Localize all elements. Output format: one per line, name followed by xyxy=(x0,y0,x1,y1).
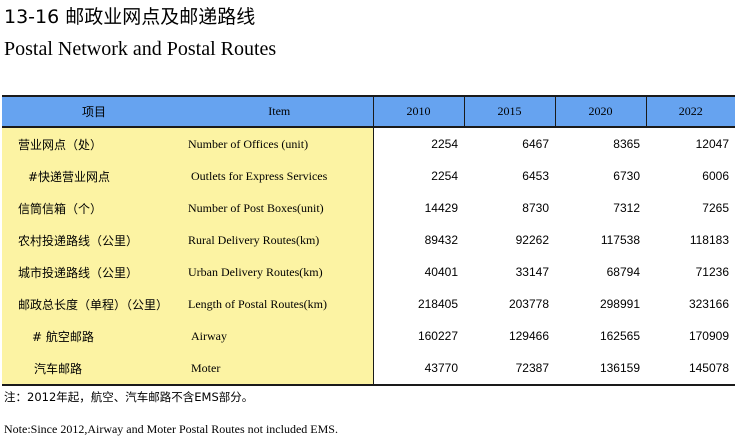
page-title-cn: 13-16 邮政业网点及邮递路线 xyxy=(4,6,256,28)
footnote-cn: 注：2012年起，航空、汽车邮路不含EMS部分。 xyxy=(4,390,254,404)
row-label-cn: 农村投递路线（公里） xyxy=(2,224,186,256)
cell-value: 7265 xyxy=(702,201,729,215)
cell-value: 12047 xyxy=(695,137,729,151)
row-label-cn: #快递营业网点 xyxy=(2,160,186,192)
cell-value: 6006 xyxy=(702,169,729,183)
table-row: 邮政总长度（单程）（公里） Length of Postal Routes(km… xyxy=(2,288,735,320)
cell-value: 136159 xyxy=(555,352,646,386)
table-header-row: 项目 Item 2010 2015 2020 2022 xyxy=(2,95,735,128)
postal-statistics-table: 项目 Item 2010 2015 2020 2022 营业网点（处） Numb… xyxy=(2,95,735,386)
cell-value: 298991 xyxy=(599,297,640,311)
cell-value: 14429 xyxy=(424,201,458,215)
cell-value: 89432 xyxy=(424,233,458,247)
footnote-en: Note:Since 2012,Airway and Moter Postal … xyxy=(4,422,338,436)
cell-value: 2254 xyxy=(431,137,458,151)
table-row: #快递营业网点 Outlets for Express Services 225… xyxy=(2,160,735,192)
row-label-en: Length of Postal Routes(km) xyxy=(186,288,374,320)
table-row: 农村投递路线（公里） Rural Delivery Routes(km) 894… xyxy=(2,224,735,256)
table-row: 营业网点（处） Number of Offices (unit) 2254 64… xyxy=(2,127,735,160)
row-label-cn: 汽车邮路 xyxy=(2,352,186,386)
header-year-2022: 2022 xyxy=(646,95,735,128)
cell-value: 71236 xyxy=(695,265,729,279)
cell-value: 117538 xyxy=(600,233,640,247)
row-label-en: Number of Offices (unit) xyxy=(186,127,374,160)
header-year-2015: 2015 xyxy=(464,95,556,128)
cell-value: 323166 xyxy=(688,297,729,311)
cell-value: 118183 xyxy=(689,233,729,247)
cell-value: 6467 xyxy=(522,137,549,151)
row-label-cn: 邮政总长度（单程）（公里） xyxy=(2,288,186,320)
cell-value: 8365 xyxy=(613,137,640,151)
cell-value: 170909 xyxy=(688,329,729,343)
cell-value: 6730 xyxy=(613,169,640,183)
cell-value: 68794 xyxy=(606,265,640,279)
cell-value: 129466 xyxy=(508,329,549,343)
cell-value: 203778 xyxy=(508,297,549,311)
cell-value: 7312 xyxy=(613,201,640,215)
header-item-cn: 项目 xyxy=(2,95,186,128)
row-label-cn: 城市投递路线（公里） xyxy=(2,256,186,288)
row-label-en: Outlets for Express Services xyxy=(186,160,374,192)
row-label-en: Urban Delivery Routes(km) xyxy=(186,256,374,288)
header-year-2020: 2020 xyxy=(555,95,647,128)
row-label-cn: 信筒信箱（个） xyxy=(2,192,186,224)
cell-value: 43770 xyxy=(373,352,464,386)
row-label-cn: 营业网点（处） xyxy=(2,127,186,160)
table-row: 信筒信箱（个） Number of Post Boxes(unit) 14429… xyxy=(2,192,735,224)
page-title-en: Postal Network and Postal Routes xyxy=(4,38,277,60)
cell-value: 92262 xyxy=(515,233,549,247)
cell-value: 145078 xyxy=(646,352,735,386)
table-row: 城市投递路线（公里） Urban Delivery Routes(km) 404… xyxy=(2,256,735,288)
row-label-en: Number of Post Boxes(unit) xyxy=(186,192,374,224)
row-label-en: Moter xyxy=(186,352,374,386)
cell-value: 2254 xyxy=(431,169,458,183)
row-label-cn: # 航空邮路 xyxy=(2,320,186,352)
cell-value: 160227 xyxy=(417,329,458,343)
cell-value: 6453 xyxy=(522,169,549,183)
cell-value: 8730 xyxy=(522,201,549,215)
row-label-en: Airway xyxy=(186,320,374,352)
header-item-en: Item xyxy=(186,95,374,128)
header-year-2010: 2010 xyxy=(373,95,465,128)
table-row: # 航空邮路 Airway 160227 129466 162565 17090… xyxy=(2,320,735,352)
cell-value: 218405 xyxy=(417,297,458,311)
table-row: 汽车邮路 Moter 43770 72387 136159 145078 xyxy=(2,352,735,386)
cell-value: 40401 xyxy=(424,265,458,279)
cell-value: 72387 xyxy=(464,352,555,386)
cell-value: 33147 xyxy=(515,265,549,279)
cell-value: 162565 xyxy=(599,329,640,343)
row-label-en: Rural Delivery Routes(km) xyxy=(186,224,374,256)
